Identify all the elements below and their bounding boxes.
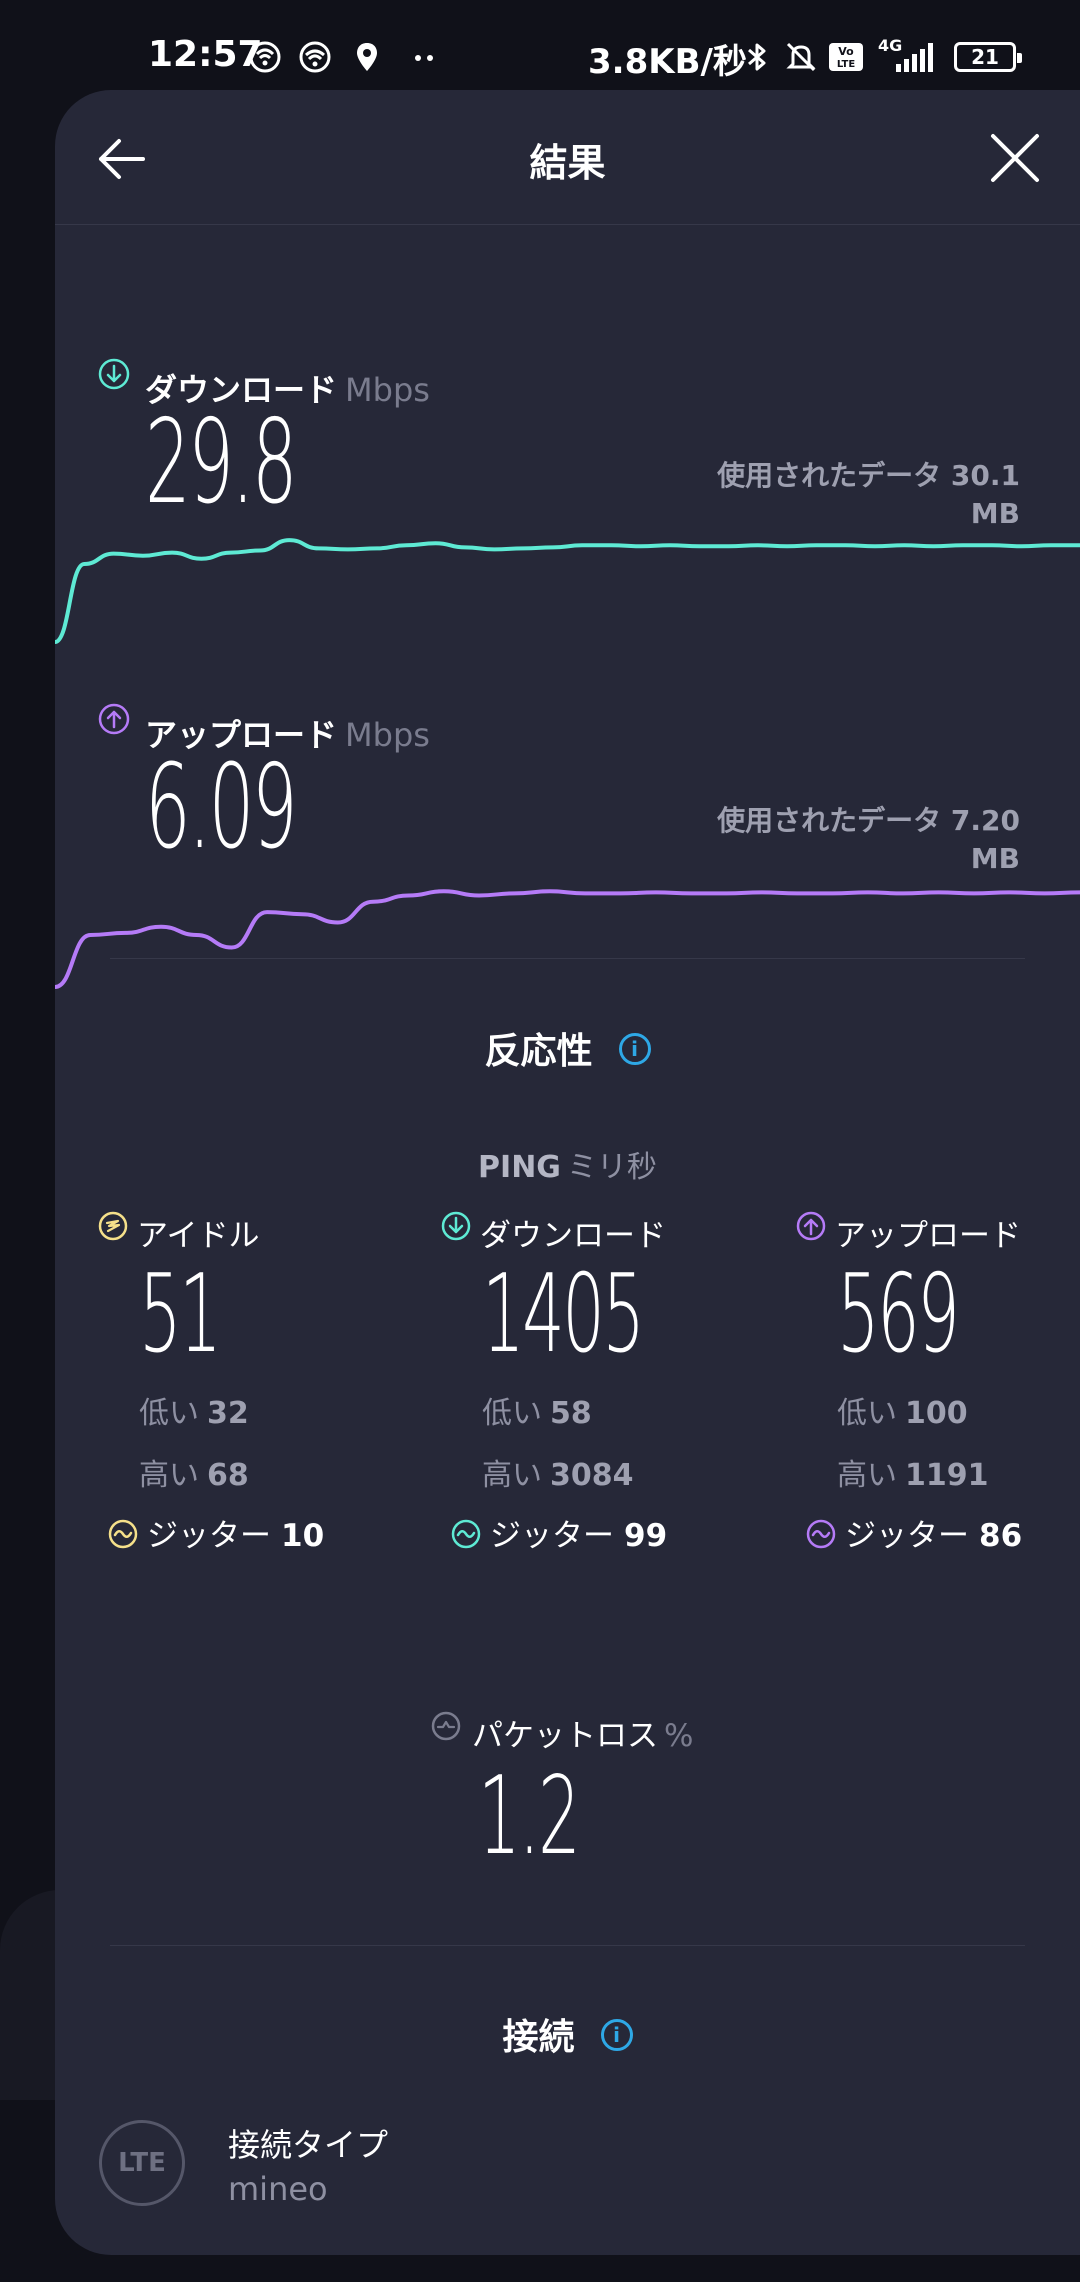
upload-section: アップロード Mbps 6.09 使用されたデータ 7.20 MB bbox=[55, 610, 1080, 989]
download-section: ダウンロード Mbps 29.8 使用されたデータ 30.1 MB bbox=[55, 265, 1080, 644]
connection-type-label: 接続タイプ bbox=[228, 2126, 389, 2164]
ping-upload-value: 569 bbox=[837, 1252, 960, 1377]
ping-idle-column: アイドル 51 低い 32 高い 68 ジッター 10 bbox=[97, 1210, 417, 1554]
header: 結果 bbox=[55, 90, 1080, 225]
download-arrow-icon bbox=[98, 358, 130, 390]
download-graph bbox=[55, 538, 1080, 644]
upload-graph bbox=[55, 889, 1080, 989]
ping-idle-high: 高い 68 bbox=[139, 1458, 249, 1493]
ping-upload-high: 高い 1191 bbox=[837, 1458, 989, 1493]
network-type: 4G bbox=[878, 36, 903, 55]
ping-upload-column: アップロード 569 低い 100 高い 1191 ジッター 86 bbox=[795, 1210, 1080, 1554]
ping-title: PING ミリ秒 bbox=[478, 1150, 657, 1185]
connection-title: 接続 bbox=[55, 2008, 1080, 2060]
packet-loss-section: パケットロス% 1.2 bbox=[430, 1710, 830, 1879]
upload-value: 6.09 bbox=[145, 740, 298, 875]
packet-loss-icon bbox=[431, 1711, 461, 1740]
battery-icon: 21 bbox=[954, 42, 1022, 72]
ping-download-label: ダウンロード bbox=[440, 1210, 666, 1255]
svg-text:LTE: LTE bbox=[837, 59, 856, 70]
download-unit: Mbps bbox=[345, 371, 430, 409]
jitter-icon bbox=[806, 1519, 836, 1548]
packet-loss-value: 1.2 bbox=[478, 1754, 581, 1879]
ping-idle-label: アイドル bbox=[97, 1210, 259, 1255]
ping-upload-label: アップロード bbox=[795, 1210, 1021, 1255]
info-icon[interactable] bbox=[600, 2019, 633, 2051]
upload-unit: Mbps bbox=[345, 716, 430, 754]
signal-icon bbox=[896, 43, 933, 72]
svg-text:Vo: Vo bbox=[838, 45, 854, 58]
close-icon[interactable] bbox=[985, 128, 1045, 188]
upload-graph-line bbox=[55, 889, 1080, 989]
ping-unit: ミリ秒 bbox=[566, 1150, 657, 1185]
location-icon bbox=[357, 43, 377, 71]
divider bbox=[110, 958, 1025, 959]
jitter-icon bbox=[108, 1519, 138, 1548]
info-icon[interactable] bbox=[618, 1033, 651, 1065]
ping-upload-jitter: ジッター 86 bbox=[805, 1510, 1022, 1555]
hotspot-icon bbox=[249, 41, 281, 73]
divider bbox=[110, 1945, 1025, 1946]
ping-idle-low: 低い 32 bbox=[139, 1396, 249, 1431]
ping-download-high: 高い 3084 bbox=[482, 1458, 634, 1493]
arrow-left-icon[interactable] bbox=[93, 130, 151, 188]
idle-icon bbox=[98, 1211, 128, 1240]
packet-loss-unit: % bbox=[664, 1718, 694, 1754]
network-speed: 3.8KB/秒 bbox=[588, 42, 747, 82]
bell-off-icon bbox=[786, 42, 816, 72]
volte-icon: Vo LTE bbox=[829, 43, 863, 71]
ping-download-jitter: ジッター 99 bbox=[450, 1510, 667, 1555]
upload-data-used: 使用されたデータ 7.20 MB bbox=[717, 804, 1020, 875]
upload-label: アップロード Mbps bbox=[145, 716, 430, 754]
packet-loss-label: パケットロス% bbox=[430, 1710, 693, 1755]
download-data-used: 使用されたデータ 30.1 MB bbox=[717, 459, 1020, 530]
lte-badge: LTE bbox=[99, 2120, 185, 2206]
connection-type-value: mineo bbox=[228, 2170, 328, 2208]
responsiveness-title: 反応性 bbox=[55, 1022, 1080, 1074]
download-arrow-icon bbox=[441, 1211, 471, 1240]
upload-arrow-icon bbox=[796, 1211, 826, 1240]
ping-download-low: 低い 58 bbox=[482, 1396, 592, 1431]
ping-upload-low: 低い 100 bbox=[837, 1396, 968, 1431]
wifi-icon bbox=[299, 41, 331, 73]
page-title: 結果 bbox=[529, 141, 606, 185]
ping-download-column: ダウンロード 1405 低い 58 高い 3084 ジッター 99 bbox=[440, 1210, 760, 1554]
ping-idle-value: 51 bbox=[139, 1252, 222, 1377]
jitter-icon bbox=[451, 1519, 481, 1548]
result-sheet: 結果 ダウンロード Mbps 29.8 使用されたデータ 30.1 MB アップロ… bbox=[55, 90, 1080, 2255]
ping-download-value: 1405 bbox=[482, 1252, 645, 1377]
connection-type-row[interactable]: LTE 接続タイプ mineo bbox=[55, 2110, 1080, 2220]
download-value: 29.8 bbox=[145, 395, 298, 530]
bluetooth-icon bbox=[748, 43, 766, 71]
download-label: ダウンロード Mbps bbox=[145, 371, 430, 409]
status-time: 12:57 bbox=[148, 34, 263, 75]
ping-idle-jitter: ジッター 10 bbox=[107, 1510, 324, 1555]
download-graph-line bbox=[55, 538, 1080, 644]
more-dots-icon bbox=[415, 55, 433, 61]
status-bar: 12:57 3.8KB/秒 Vo LTE 4G 21 bbox=[0, 0, 1080, 90]
upload-arrow-icon bbox=[98, 703, 130, 735]
